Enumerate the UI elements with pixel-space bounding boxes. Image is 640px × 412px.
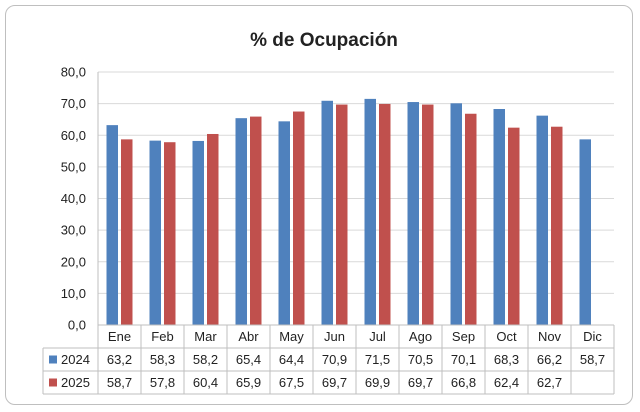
bar-2025-Nov (551, 126, 563, 326)
y-tick-label: 0,0 (68, 318, 86, 333)
bar-2024-Feb (149, 140, 161, 325)
bar-2025-Mar (207, 133, 219, 325)
y-tick-label: 70,0 (61, 96, 86, 111)
bar-2024-Oct (493, 109, 505, 325)
bar-2024-Ago (407, 102, 419, 325)
data-label: 66,2 (537, 352, 562, 367)
y-tick-label: 80,0 (61, 65, 86, 80)
y-tick-label: 50,0 (61, 159, 86, 174)
data-label: 69,7 (408, 375, 433, 390)
x-tick-label: Ene (108, 329, 131, 344)
bar-2024-Nov (536, 115, 548, 325)
x-tick-label: Jun (324, 329, 345, 344)
x-tick-label: Ago (409, 329, 432, 344)
x-tick-label: Jul (369, 329, 386, 344)
data-label: 69,7 (322, 375, 347, 390)
data-label: 70,1 (451, 352, 476, 367)
y-tick-label: 30,0 (61, 223, 86, 238)
x-tick-label: Sep (452, 329, 475, 344)
bar-2025-Ago (422, 104, 434, 325)
data-label: 70,5 (408, 352, 433, 367)
bar-2024-Sep (450, 103, 462, 325)
x-tick-label: Feb (151, 329, 173, 344)
bar-2025-Oct (508, 127, 520, 325)
data-label: 66,8 (451, 375, 476, 390)
legend-swatch-2025 (49, 378, 57, 387)
data-label: 68,3 (494, 352, 519, 367)
bars (106, 98, 591, 326)
data-label: 67,5 (279, 375, 304, 390)
bar-2025-Jun (336, 104, 348, 325)
bar-2024-May (278, 121, 290, 326)
legend-label: 2025 (61, 375, 90, 390)
bar-2024-Abr (235, 118, 247, 325)
x-tick-label: May (279, 329, 304, 344)
x-tick-label: Dic (583, 329, 602, 344)
bar-2025-Ene (121, 139, 133, 325)
bar-2025-Abr (250, 116, 262, 325)
chart-title: % de Ocupación (250, 30, 398, 51)
bar-2025-Feb (164, 142, 176, 325)
bar-2024-Ene (106, 125, 118, 325)
bar-2025-Jul (379, 103, 391, 325)
bar-2024-Mar (192, 140, 204, 325)
x-tick-label: Abr (238, 329, 259, 344)
data-label: 60,4 (193, 375, 218, 390)
data-label: 58,7 (580, 352, 605, 367)
data-label: 65,9 (236, 375, 261, 390)
data-label: 58,3 (150, 352, 175, 367)
bar-2024-Jul (364, 98, 376, 325)
data-label: 63,2 (107, 352, 132, 367)
y-tick-label: 20,0 (61, 254, 86, 269)
bar-2024-Dic (579, 139, 591, 325)
data-label: 57,8 (150, 375, 175, 390)
data-table: Ene Feb Mar Abr May Jun Jul Ago Sep Oct Nov Dic 2024… (42, 324, 615, 395)
data-label: 58,7 (107, 375, 132, 390)
x-tick-label: Nov (538, 329, 562, 344)
data-label: 65,4 (236, 352, 261, 367)
bar-2025-Sep (465, 113, 477, 326)
gridlines (97, 71, 614, 325)
data-label: 69,9 (365, 375, 390, 390)
y-axis-ticks: 0,0 10,0 20,0 30,0 40,0 50,0 60,0 70,0 80,0 (61, 65, 86, 333)
data-label: 62,4 (494, 375, 519, 390)
data-label: 64,4 (279, 352, 304, 367)
legend-swatch-2024 (49, 355, 57, 364)
data-label: 58,2 (193, 352, 218, 367)
data-label: 70,9 (322, 352, 347, 367)
y-tick-label: 40,0 (61, 191, 86, 206)
bar-2024-Jun (321, 100, 333, 325)
bar-2025-May (293, 111, 305, 325)
data-label: 71,5 (365, 352, 390, 367)
x-tick-label: Oct (496, 329, 517, 344)
y-tick-label: 10,0 (61, 286, 86, 301)
legend-label: 2024 (61, 352, 90, 367)
data-label: 62,7 (537, 375, 562, 390)
x-tick-label: Mar (194, 329, 217, 344)
y-tick-label: 60,0 (61, 128, 86, 143)
